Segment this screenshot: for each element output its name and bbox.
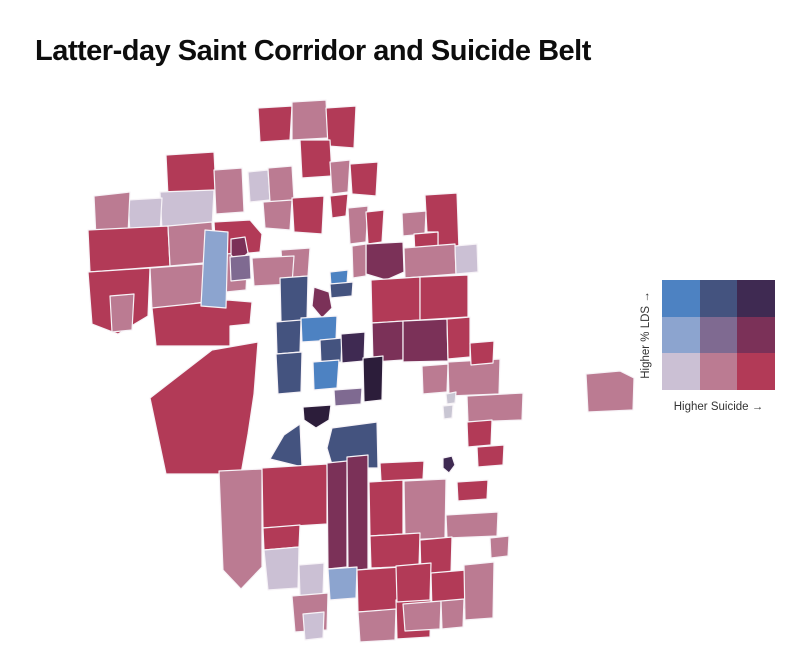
legend-cell	[737, 280, 775, 317]
county-shape	[347, 205, 369, 245]
legend-cell	[699, 316, 738, 354]
county-shape	[362, 355, 384, 403]
county-shape	[403, 478, 447, 541]
legend-cell	[737, 316, 775, 354]
county-shape	[445, 511, 499, 539]
county-shape	[585, 370, 635, 413]
county-shape	[151, 299, 253, 347]
county-shape	[263, 546, 300, 591]
county-shape	[267, 165, 295, 203]
county-shape	[346, 454, 369, 572]
county-shape	[300, 315, 338, 343]
county-shape	[371, 320, 404, 363]
county-shape	[109, 293, 135, 333]
county-shape	[419, 274, 469, 321]
county-shape	[440, 598, 465, 630]
county-shape	[365, 241, 405, 281]
county-shape	[446, 316, 471, 360]
county-shape	[165, 151, 217, 197]
county-shape	[369, 532, 421, 569]
county-shape	[351, 243, 367, 279]
county-shape	[466, 392, 524, 423]
county-shape	[469, 340, 495, 366]
county-shape	[302, 611, 325, 641]
county-shape	[325, 105, 357, 149]
county-shape	[257, 105, 293, 143]
county-shape	[311, 286, 333, 319]
county-shape	[213, 167, 245, 215]
legend-cell	[662, 280, 700, 317]
county-shape	[291, 195, 325, 235]
page-title: Latter-day Saint Corridor and Suicide Be…	[35, 35, 591, 68]
county-shape	[269, 423, 303, 468]
legend-cell	[662, 316, 700, 354]
county-shape	[319, 337, 343, 365]
legend-cell	[699, 353, 738, 390]
county-shape	[299, 139, 333, 179]
county-shape	[329, 281, 354, 299]
legend-cell	[699, 280, 738, 317]
county-shape	[442, 404, 454, 420]
county-shape	[463, 561, 495, 621]
county-shape	[312, 359, 340, 391]
county-shape	[262, 199, 293, 231]
county-shape	[149, 341, 259, 475]
legend-suicide-axis-label: Higher Suicide →	[673, 401, 764, 413]
county-shape	[275, 351, 303, 395]
county-shape	[401, 210, 427, 237]
county-shape	[327, 566, 358, 601]
county-shape	[489, 535, 510, 559]
bivariate-legend	[662, 280, 775, 390]
county-shape	[200, 229, 229, 309]
county-shape	[261, 463, 328, 529]
county-shape	[349, 161, 379, 197]
county-shape	[218, 468, 263, 590]
county-shape	[454, 243, 479, 275]
county-shape	[370, 276, 421, 324]
legend-cell	[737, 353, 775, 390]
county-shape	[291, 99, 329, 141]
county-shape	[229, 254, 252, 282]
county-shape	[340, 331, 366, 364]
county-shape	[356, 566, 401, 613]
county-shape	[275, 319, 302, 355]
county-shape	[456, 479, 489, 502]
county-shape	[379, 460, 425, 482]
county-shape	[395, 562, 432, 603]
county-shape	[368, 479, 404, 537]
county-shape	[421, 363, 449, 395]
county-shape	[402, 600, 442, 632]
county-shape	[476, 444, 505, 468]
legend-lds-axis-label: Higher % LDS →	[640, 291, 652, 379]
county-shape	[402, 318, 449, 363]
county-shape	[329, 159, 351, 195]
county-shape	[302, 404, 332, 429]
county-shape	[403, 243, 457, 279]
county-shape	[442, 455, 456, 474]
county-shape	[365, 209, 385, 245]
county-shape	[445, 391, 457, 405]
county-shape	[87, 225, 171, 273]
county-shape	[279, 275, 309, 323]
county-shape	[298, 562, 325, 597]
county-shape	[333, 387, 363, 407]
county-shape	[262, 524, 301, 551]
county-shape	[329, 193, 349, 219]
county-shape	[466, 419, 493, 448]
county-shape	[357, 608, 397, 643]
county-shape	[326, 460, 348, 570]
county-shape	[247, 169, 271, 203]
legend-cell	[662, 353, 700, 390]
